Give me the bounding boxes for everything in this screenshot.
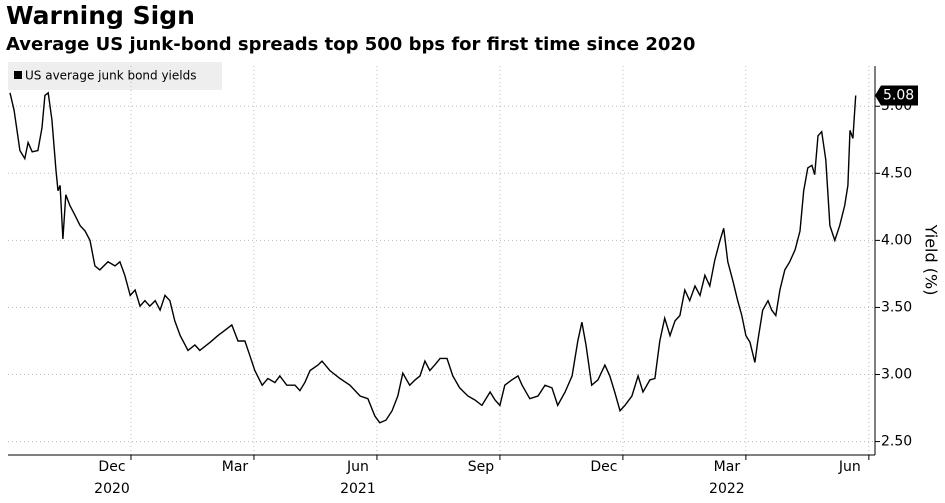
x-tick-label: Sep bbox=[468, 459, 495, 475]
x-tick-label: Jun bbox=[838, 459, 861, 475]
x-tick-label: Mar bbox=[714, 459, 741, 475]
chart-title: Warning Sign bbox=[6, 1, 195, 30]
y-tick-label: 3.50 bbox=[881, 299, 912, 315]
x-tick-label: Dec bbox=[98, 459, 125, 475]
x-tick-label: Mar bbox=[222, 459, 249, 475]
y-tick-label: 4.00 bbox=[881, 232, 912, 248]
y-tick-label: 2.50 bbox=[881, 434, 912, 450]
x-year-label: 2021 bbox=[340, 481, 376, 497]
line bbox=[9, 91, 857, 424]
y-axis-label: Yield (%) bbox=[922, 224, 941, 296]
x-tick-label: Jun bbox=[346, 459, 369, 475]
legend-box bbox=[8, 62, 222, 90]
x-year-label: 2020 bbox=[94, 481, 130, 497]
y-tick-label: 4.50 bbox=[881, 165, 912, 181]
x-year-label: 2022 bbox=[709, 481, 745, 497]
last-value-label: 5.08 bbox=[883, 88, 914, 104]
x-tick-label: Dec bbox=[590, 459, 617, 475]
chart-subtitle: Average US junk-bond spreads top 500 bps… bbox=[6, 34, 695, 55]
legend-swatch bbox=[14, 71, 22, 79]
y-tick-label: 3.00 bbox=[881, 367, 912, 383]
last-value-box bbox=[875, 85, 918, 106]
legend-label: US average junk bond yields bbox=[25, 69, 196, 83]
